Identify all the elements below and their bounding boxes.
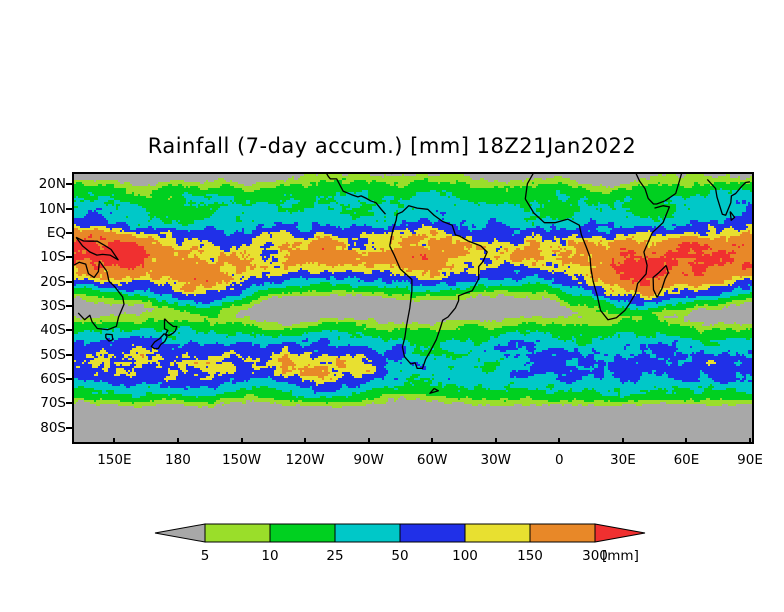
y-tick-mark [66,402,73,405]
y-tick-label-50s: 50S [40,346,66,363]
y-axis: 20N 10N EQ 10S 20S 30S 40S 50S 60S 70S 80S [20,172,73,440]
colorbar-tick-label: 50 [391,548,409,564]
x-tick-mark [304,438,307,444]
rainfall-heatmap [74,174,752,442]
y-tick-mark [66,183,73,186]
y-tick-label-20n: 20N [38,176,66,193]
colorbar-bin [334,523,401,543]
x-tick-mark [685,438,688,444]
colorbar-unit-label: [mm] [602,548,639,564]
x-tick-label-150e: 150E [97,452,132,468]
coastline-path [389,205,488,370]
colorbar: [mm] 5 10 25 50 100 150 300 [150,518,650,568]
coastline-path [105,333,114,342]
x-tick-label-150w: 150W [221,452,262,468]
x-tick-mark [240,438,243,444]
colorbar-tick-label: 300 [582,548,608,564]
y-tick-mark [66,305,73,307]
colorbar-bin [204,523,271,543]
coastline-path [77,260,125,331]
x-tick-mark [113,438,116,444]
y-tick-label-40s: 40S [40,322,66,339]
coastline-path [652,264,669,298]
y-tick-mark [66,329,73,332]
colorbar-tick-label: 150 [517,548,543,564]
coastline-path [326,174,386,215]
colorbar-bin [529,523,596,543]
x-axis: 150E 180 150W 120W 90W 60W 30W 0 30E 60E 90E [72,438,763,474]
coastline-path [150,333,168,350]
x-tick-label-90w: 90W [353,452,384,468]
y-tick-mark [66,207,73,210]
coastline-path [524,174,671,321]
coastline-path [706,178,751,216]
coastline-path [729,211,736,221]
y-tick-mark [66,231,73,234]
colorbar-extend-high [594,523,646,543]
x-tick-label-120w: 120W [285,452,325,468]
y-tick-label-80s: 80S [40,419,66,436]
y-tick-label-30s: 30S [40,298,66,314]
x-tick-mark [621,438,624,444]
colorbar-tick-label: 100 [452,548,478,564]
coastline-path [75,236,119,261]
y-tick-label-10s: 10S [40,249,66,266]
coastline-path [163,318,178,337]
y-tick-mark [66,378,73,381]
x-tick-label-60w: 60W [416,452,448,468]
page-title: Rainfall (7-day accum.) [mm] 18Z21Jan202… [147,134,637,158]
x-tick-label-0: 0 [555,452,564,468]
y-tick-label-10n: 10N [38,200,66,217]
x-tick-label-180: 180 [165,452,191,468]
y-tick-label-60s: 60S [40,371,66,388]
x-tick-mark [558,438,561,444]
colorbar-tick-label: 5 [200,548,210,564]
colorbar-bin [269,523,336,543]
x-tick-mark [494,438,497,444]
colorbar-tick-label: 25 [326,548,344,564]
x-tick-label-30e: 30E [610,452,636,468]
x-tick-label-90e: 90E [737,452,763,468]
y-tick-mark [66,426,73,429]
x-tick-label-60e: 60E [673,452,700,468]
coastline-overlay [74,174,751,394]
x-tick-label-30w: 30W [480,452,512,468]
colorbar-bin [464,523,531,543]
colorbar-extend-low [154,523,206,543]
coastline-path [635,174,683,205]
y-tick-label-eq: EQ [46,224,66,241]
x-tick-mark [367,438,370,444]
y-tick-label-70s: 70S [40,395,66,412]
y-tick-mark [66,280,73,283]
x-tick-mark [431,438,434,444]
y-tick-mark [66,256,73,259]
map-plot-area [72,172,754,444]
y-tick-mark [66,353,73,356]
colorbar-swatches [154,523,646,543]
x-tick-mark [749,438,751,444]
x-tick-mark [176,438,179,444]
coastline-path [74,260,101,279]
colorbar-bin [399,523,466,543]
coastline-path [429,387,440,394]
y-tick-label-20s: 20S [40,273,66,290]
colorbar-tick-label: 10 [261,548,279,564]
